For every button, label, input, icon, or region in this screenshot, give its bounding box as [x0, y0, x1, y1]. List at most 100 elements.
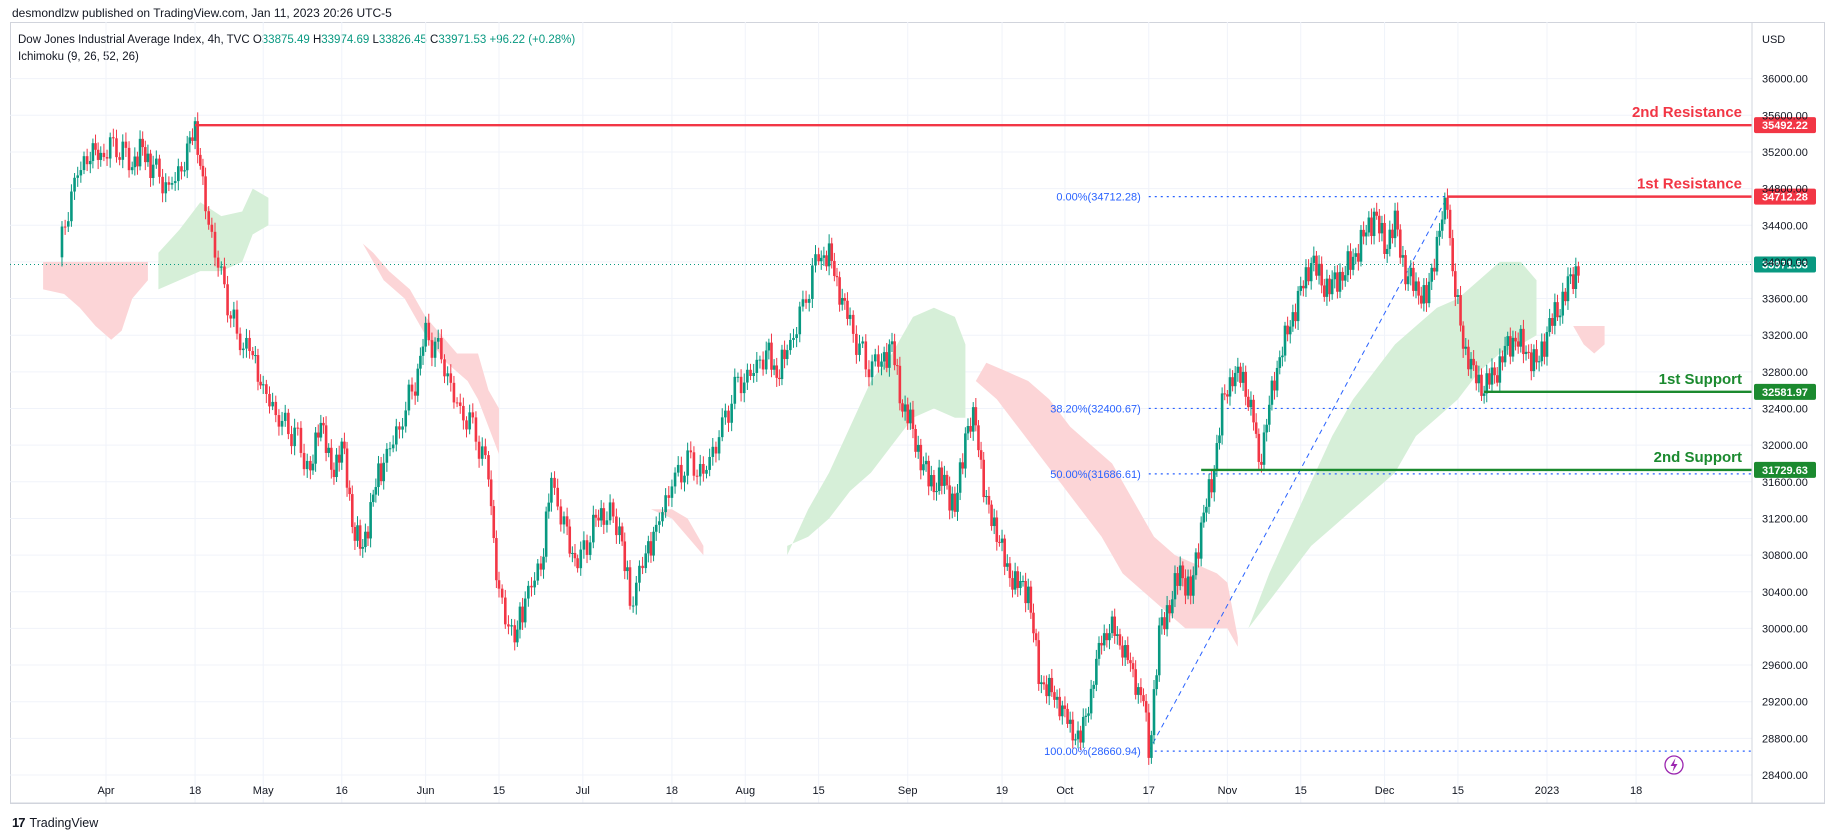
candle-body — [1058, 696, 1061, 717]
candle-body — [611, 502, 615, 517]
candle-body — [995, 517, 999, 542]
candle-body — [553, 477, 556, 488]
candle-body — [1419, 295, 1423, 304]
candle-body — [523, 598, 527, 623]
candle-body — [536, 563, 540, 581]
candle-body — [1194, 552, 1198, 576]
candle-body — [219, 266, 223, 268]
candle-body — [922, 464, 925, 471]
candle-body — [1425, 285, 1428, 304]
candle-body — [1493, 367, 1496, 376]
currency-label[interactable]: USD — [1762, 34, 1786, 46]
candle-body — [705, 469, 708, 474]
candle-body — [1042, 682, 1046, 685]
candle-body — [1053, 692, 1056, 700]
candle-body — [401, 426, 404, 430]
candle-body — [1123, 645, 1127, 658]
candle-body — [136, 156, 139, 167]
candle-body — [366, 531, 370, 539]
candle-body — [382, 462, 386, 482]
candle-body — [1134, 669, 1137, 695]
price-tick-label: 32400.00 — [1762, 404, 1808, 416]
candle-body — [238, 333, 242, 351]
candle-body — [864, 341, 868, 370]
support-resistance-levels[interactable]: 2nd Resistance 35492.22 1st Resistance 3471… — [195, 104, 1816, 478]
candle-body — [371, 494, 375, 503]
candle-body — [1569, 274, 1572, 277]
candle-body — [324, 425, 328, 453]
candle-body — [1577, 266, 1580, 276]
price-axis[interactable]: 28400.00 28800.00 29200.00 29600.00 30000.00… — [1751, 22, 1808, 803]
candle-body — [1364, 232, 1368, 237]
candle-body — [1391, 229, 1394, 239]
candle-body — [527, 585, 530, 599]
last-price-label: 33971.53 — [1762, 260, 1808, 272]
candle-body — [516, 629, 519, 643]
candle-body — [1309, 263, 1313, 282]
level-title: 1st Support — [1659, 371, 1742, 388]
candle-body — [1283, 325, 1287, 356]
candle-body — [309, 460, 312, 471]
candle-body — [495, 538, 498, 581]
candle-body — [714, 446, 718, 454]
candle-body — [293, 427, 296, 447]
candle-body — [932, 475, 936, 493]
candle-body — [882, 352, 886, 362]
candle-body — [1171, 599, 1174, 614]
candle-body — [374, 487, 378, 495]
fibonacci-retracement[interactable]: 0.00%(34712.28) 38.20%(32400.67) 50.00%(31… — [1044, 192, 1752, 758]
replay-bolt-icon[interactable] — [1664, 755, 1684, 775]
candle-body — [158, 158, 161, 177]
candle-body — [102, 152, 106, 158]
candle-body — [1472, 358, 1475, 366]
candle-body — [1537, 361, 1541, 363]
time-axis[interactable]: Apr 18 May 16 Jun 15 Jul 18 Aug 15 Sep 19 Oct 17 Nov 15… — [10, 785, 1825, 804]
candle-body — [311, 463, 315, 471]
candle-body — [654, 524, 658, 532]
candle-body — [667, 495, 671, 498]
candle-body — [895, 365, 899, 367]
candle-body — [792, 337, 795, 340]
candle-body — [698, 463, 702, 477]
footer-brand[interactable]: 17 TradingView — [12, 815, 98, 830]
candle-body — [191, 137, 194, 141]
candle-body — [1299, 285, 1303, 291]
candle-body — [559, 506, 563, 525]
candle-body — [356, 525, 359, 541]
candle-body — [1440, 219, 1444, 231]
candle-body — [736, 376, 740, 378]
indicator-legend[interactable]: Ichimoku (9, 26, 52, 26) — [18, 51, 139, 63]
candle-body — [290, 434, 293, 447]
candle-body — [314, 432, 317, 464]
candle-body — [449, 373, 453, 383]
fib-level-label: 38.20%(32400.67) — [1050, 403, 1141, 415]
candle-body — [419, 355, 422, 369]
time-tick-label: 18 — [1630, 785, 1642, 797]
candle-body — [1535, 349, 1538, 363]
candle-body — [758, 359, 762, 361]
candle-body — [487, 455, 490, 480]
close-value: 33971.53 — [438, 34, 487, 46]
candle-body — [1529, 352, 1533, 372]
candle-body — [901, 403, 904, 412]
candle-body — [898, 365, 902, 404]
candle-body — [1152, 689, 1156, 736]
candle-body — [1108, 633, 1111, 641]
candle-body — [1063, 705, 1067, 709]
candle-body — [503, 597, 507, 625]
candle-body — [138, 138, 142, 167]
fib-trend-line — [1148, 196, 1448, 752]
candle-body — [1459, 295, 1462, 326]
candle-body — [232, 309, 236, 319]
candle-body — [1092, 684, 1096, 689]
candle-body — [956, 492, 959, 512]
candle-body — [1435, 236, 1439, 272]
candle-body — [73, 177, 76, 192]
candle-body — [804, 299, 808, 303]
candle-body — [727, 410, 730, 423]
symbol-legend[interactable]: Dow Jones Industrial Average Index, 4h, … — [18, 34, 575, 46]
candle-body — [620, 526, 624, 542]
price-tick-label: 30400.00 — [1762, 587, 1808, 599]
candle-body — [1556, 302, 1559, 318]
